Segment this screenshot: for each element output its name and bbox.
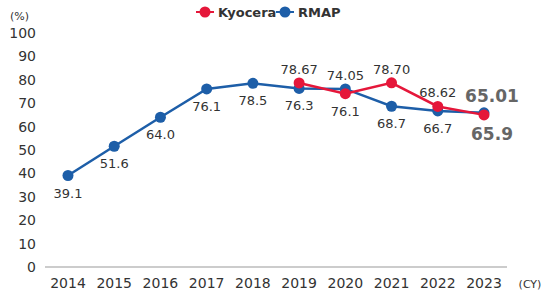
x-tick-label: 2023	[466, 275, 502, 291]
data-label: 68.62	[419, 85, 456, 100]
data-label: 78.5	[238, 93, 267, 108]
x-tick-label: 2016	[143, 275, 179, 291]
legend-item: RMAP	[276, 5, 341, 20]
x-axis-line	[45, 267, 507, 268]
data-label: 76.1	[331, 104, 360, 119]
legend-marker	[280, 7, 291, 18]
x-tick-label: 2015	[96, 275, 132, 291]
data-label: 78.70	[373, 62, 410, 77]
data-label: 39.1	[54, 186, 83, 201]
y-tick-label: 10	[18, 236, 36, 252]
series-line	[68, 83, 484, 175]
data-point	[432, 101, 443, 112]
data-label: 74.05	[327, 68, 364, 83]
x-tick-label: 2021	[374, 275, 410, 291]
x-tick-label: 2020	[328, 275, 364, 291]
data-point	[479, 109, 490, 120]
data-point	[340, 88, 351, 99]
y-tick-label: 70	[18, 95, 36, 111]
legend-label: Kyocera	[218, 5, 276, 20]
y-tick-label: 90	[18, 48, 36, 64]
legend-marker	[200, 7, 211, 18]
legend-label: RMAP	[298, 5, 341, 20]
data-point	[294, 77, 305, 88]
y-tick-label: 40	[18, 165, 36, 181]
data-point	[63, 170, 74, 181]
y-tick-label: 20	[18, 212, 36, 228]
data-point	[155, 112, 166, 123]
data-point	[386, 101, 397, 112]
data-label: 76.3	[285, 98, 314, 113]
data-label: 65.01	[465, 86, 519, 106]
y-axis-label: (%)	[10, 10, 29, 23]
data-label: 64.0	[146, 127, 175, 142]
data-point	[201, 83, 212, 94]
data-point	[386, 77, 397, 88]
data-label: 76.1	[192, 99, 221, 114]
chart: 0 10 20 30 40 50 60 70 80 90 100 (%) 2014 2015 2016 201…	[0, 0, 552, 296]
data-label: 68.7	[377, 116, 406, 131]
data-label: 66.7	[423, 121, 452, 136]
data-label: 78.67	[281, 62, 318, 77]
x-tick-label: 2022	[420, 275, 456, 291]
legend-item: Kyocera	[196, 5, 276, 20]
y-tick-label: 100	[9, 25, 36, 41]
y-tick-label: 0	[27, 259, 36, 275]
data-label: 65.9	[471, 124, 513, 144]
data-point	[247, 78, 258, 89]
x-tick-label: 2019	[281, 275, 317, 291]
x-tick-label: 2017	[189, 275, 225, 291]
data-label: 51.6	[100, 156, 129, 171]
y-tick-label: 50	[18, 142, 36, 158]
y-tick-label: 60	[18, 119, 36, 135]
x-tick-label: 2014	[50, 275, 86, 291]
x-axis-label: (CY)	[519, 278, 542, 291]
x-tick-label: 2018	[235, 275, 271, 291]
y-tick-label: 80	[18, 72, 36, 88]
data-point	[109, 141, 120, 152]
y-tick-label: 30	[18, 189, 36, 205]
data-group	[63, 77, 490, 181]
